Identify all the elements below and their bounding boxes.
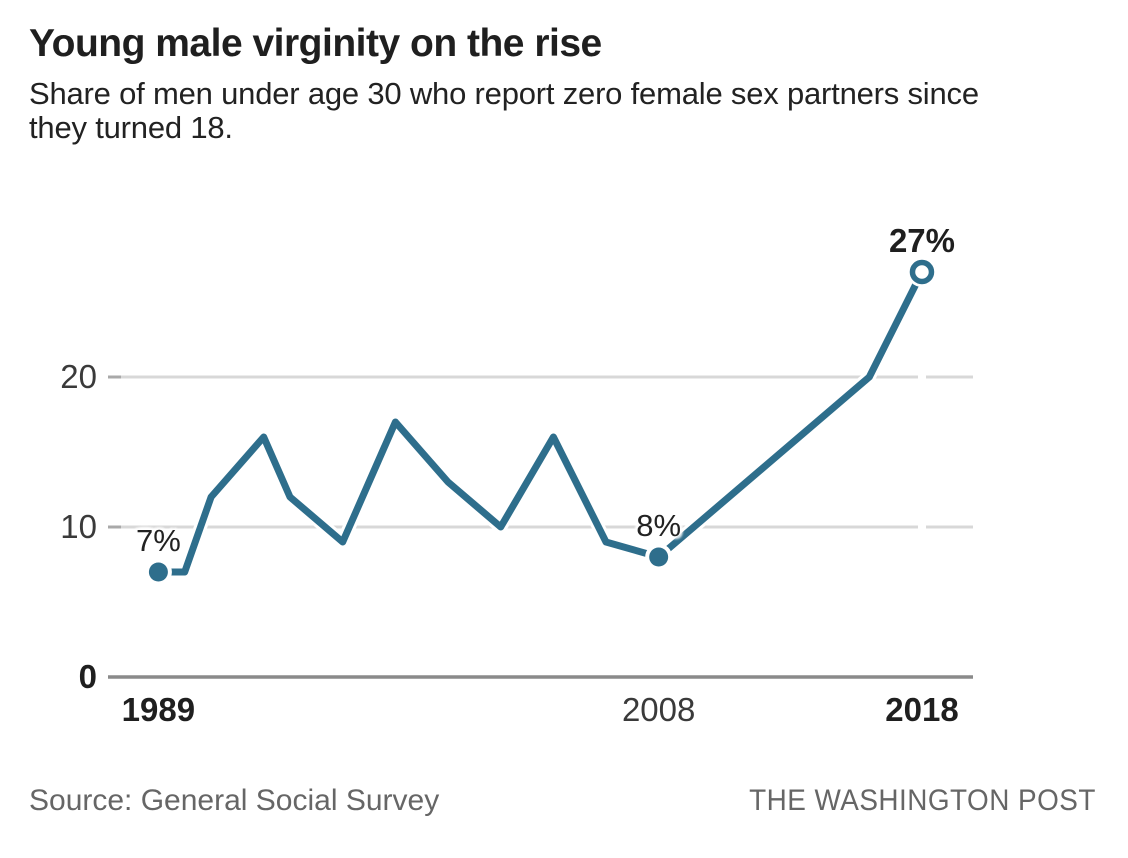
point-label: 7%: [135, 523, 181, 558]
point-label: 27%: [888, 222, 955, 259]
x-tick-label: 2018: [885, 691, 959, 728]
data-point-marker-open: [909, 259, 935, 285]
source-note: Source: General Social Survey: [29, 784, 440, 817]
data-point-marker: [148, 562, 168, 582]
data-point-marker: [649, 547, 669, 567]
y-tick-label: 10: [60, 508, 97, 545]
y-tick-label: 20: [60, 358, 97, 395]
page-title: Young male virginity on the rise: [29, 22, 602, 65]
x-tick-label: 2008: [621, 691, 696, 728]
page-subtitle: Share of men under age 30 who report zer…: [29, 77, 979, 145]
subtitle-line-1: Share of men under age 30 who report zer…: [29, 76, 979, 111]
x-tick-label: 1989: [121, 691, 196, 728]
y-tick-label: 0: [78, 658, 97, 695]
publisher-credit: THE WASHINGTON POST: [749, 784, 1096, 817]
subtitle-line-2: they turned 18.: [29, 110, 233, 145]
point-label: 8%: [636, 508, 682, 543]
